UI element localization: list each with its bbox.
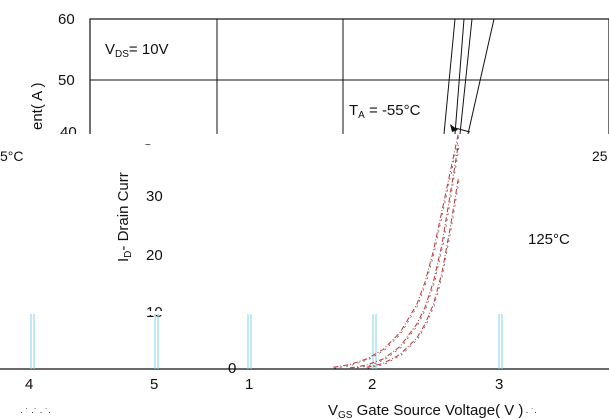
series-line-2: [349, 144, 459, 369]
curve-top-2: [454, 18, 465, 134]
series-line-shadow-2: [350, 145, 460, 370]
label-25c-left: 5°C: [0, 148, 24, 164]
series-line-shadow-3: [367, 179, 460, 369]
y-axis-label-bottom: ID- Drain Curr: [115, 172, 134, 262]
chart-top-section: 60 50 40 ent( A ) VDS= 10V TA = -55°C: [0, 0, 609, 134]
vds-label: VDS= 10V: [105, 41, 169, 60]
ta-pointer: [454, 127, 471, 133]
x-tick-3: 3: [495, 376, 503, 393]
artifact-mark: ~: [145, 140, 151, 151]
x-tick-5: 5: [150, 376, 158, 393]
chart-bottom-svg: 5°C 25 ~ ID- Drain Curr 30 20 10 0 125°C…: [0, 134, 609, 419]
x-axis-label: VGS Gate Source Voltage( V ): [328, 402, 523, 419]
y-tick-20: 20: [146, 247, 163, 264]
artifact-noise-left: · ˙ ·˙ · ˙·: [20, 407, 51, 417]
artifact-noise-right: ˙ · ˙·: [520, 407, 537, 417]
curve-top-1: [443, 18, 456, 134]
y-tick-30: 30: [146, 188, 163, 205]
plot-frame-top: [89, 18, 609, 134]
x-tick-2: 2: [368, 376, 376, 393]
curve-top-4: [467, 18, 495, 134]
transfer-curves: [333, 134, 460, 370]
label-125c: 125°C: [528, 231, 570, 248]
ta-pointer-head: [450, 124, 458, 132]
y-tick-50: 50: [58, 72, 75, 89]
curve-top-3: [459, 18, 473, 134]
label-25c-right: 25: [592, 148, 608, 164]
y-axis-label-top: ent( A ): [29, 82, 46, 130]
chart-top-svg: 60 50 40 ent( A ) VDS= 10V TA = -55°C: [29, 11, 609, 134]
x-tick-4: 4: [25, 376, 33, 393]
x-tick-1: 1: [245, 376, 253, 393]
ta-label: TA = -55°C: [349, 102, 421, 121]
series-line-shadow-1: [334, 134, 460, 369]
chart-bottom-section: 5°C 25 ~ ID- Drain Curr 30 20 10 0 125°C…: [0, 134, 609, 419]
series-line-1: [333, 134, 459, 368]
y-tick-40: 40: [60, 124, 77, 134]
series-line-3: [366, 178, 459, 368]
y-tick-60: 60: [58, 11, 75, 28]
